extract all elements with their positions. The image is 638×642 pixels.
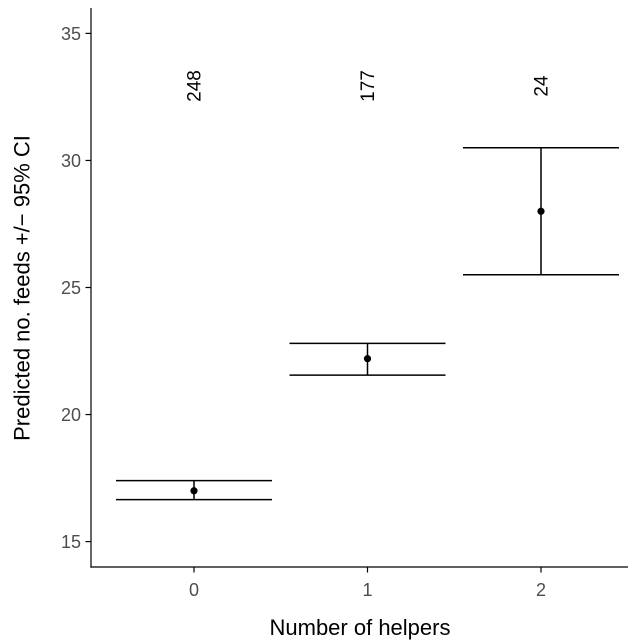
y-tick-label: 35 <box>61 24 81 44</box>
error-bars <box>116 147 619 501</box>
data-point <box>363 355 372 363</box>
annotation-label: 24 <box>532 75 553 97</box>
annotation-label: 248 <box>185 70 206 102</box>
data-point <box>190 487 198 495</box>
y-tick-label: 20 <box>61 405 81 425</box>
y-tick-label: 25 <box>61 278 81 298</box>
y-tick-label: 30 <box>61 151 81 171</box>
x-tick-label: 1 <box>362 580 372 600</box>
y-axis-title: Predicted no. feeds +/− 95% CI <box>10 135 35 441</box>
annotations: 248 177 24 <box>185 70 553 102</box>
x-tick-label: 0 <box>189 580 199 600</box>
y-tick-label: 15 <box>61 532 81 552</box>
data-point <box>537 207 545 215</box>
points <box>190 207 545 495</box>
x-axis-title: Number of helpers <box>270 615 451 640</box>
x-axis: 0 1 2 <box>90 566 628 600</box>
x-tick-label: 2 <box>536 580 546 600</box>
annotation-label: 177 <box>358 70 379 102</box>
y-axis: 15 20 25 30 35 <box>61 8 92 568</box>
